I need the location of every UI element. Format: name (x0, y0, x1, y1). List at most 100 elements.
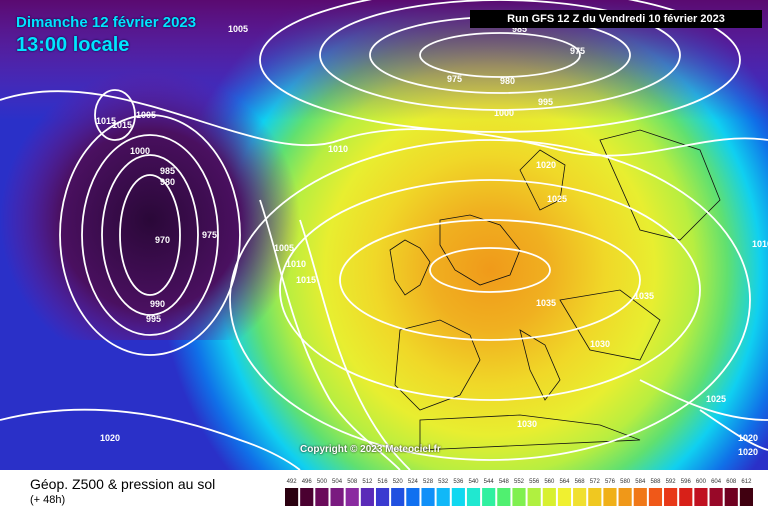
isobar-label: 985 (512, 24, 527, 34)
run-banner: Run GFS 12 Z du Vendredi 10 février 2023 (470, 10, 762, 28)
isobar-label: 1020 (738, 447, 758, 457)
isobar-label: 1010 (286, 259, 306, 269)
copyright: Copyright © 2023 Meteociel.fr (300, 444, 441, 455)
legend-swatch (375, 488, 390, 506)
isobar-label: 995 (538, 97, 553, 107)
legend-swatch (557, 488, 572, 506)
isobar-labels: 1005 985 975 975 980 995 1000 1015 1015 … (96, 24, 768, 457)
legend-swatch (285, 488, 299, 506)
legend-tick-label: 592 (666, 479, 677, 485)
legend-tick-label: 516 (378, 479, 389, 485)
legend-tick-label: 504 (332, 479, 343, 485)
legend-swatch (573, 488, 587, 506)
legend-tick-label: 584 (635, 479, 646, 485)
isobar-label: 1000 (494, 108, 514, 118)
legend-tick-label: 512 (362, 479, 373, 485)
isobar-label: 1010 (752, 239, 768, 249)
isobar-label: 980 (500, 76, 515, 86)
legend-swatch (330, 488, 344, 506)
legend-swatch (406, 488, 420, 506)
legend-tick-label: 496 (302, 479, 313, 485)
isobar-label: 1025 (547, 194, 567, 204)
legend-swatch (633, 488, 647, 506)
legend-tick-label: 580 (620, 479, 631, 485)
legend-swatch (512, 488, 526, 506)
legend-swatch (648, 488, 663, 506)
legend-tick-label: 528 (423, 479, 434, 485)
legend-tick-label: 508 (347, 479, 358, 485)
legend-swatch (739, 488, 753, 506)
isobar-label: 980 (160, 177, 175, 187)
isobar-label: 1015 (112, 120, 132, 130)
isobar-label: 1005 (136, 110, 156, 120)
isobar-label: 985 (160, 166, 175, 176)
legend-swatch (497, 488, 511, 506)
isobar-label: 1020 (738, 433, 758, 443)
legend-swatch (421, 488, 435, 506)
legend-tick-label: 588 (650, 479, 661, 485)
legend-swatch (300, 488, 314, 506)
chart-title: Géop. Z500 & pression au sol (30, 476, 216, 492)
legend-swatch (542, 488, 556, 506)
legend-tick-label: 520 (393, 479, 404, 485)
legend-swatch (603, 488, 617, 506)
isobar-label: 1020 (536, 160, 556, 170)
legend-swatch (724, 488, 738, 506)
isobar-label: 1035 (536, 298, 556, 308)
isobar-label: 1000 (130, 146, 150, 156)
isobar-label: 1035 (634, 291, 654, 301)
legend-swatch (618, 488, 632, 506)
legend-tick-label: 572 (590, 479, 601, 485)
legend-tick-label: 560 (544, 479, 555, 485)
isobar-label: 975 (202, 230, 217, 240)
legend-swatch (709, 488, 723, 506)
legend-swatch (345, 488, 359, 506)
isobar-label: 975 (447, 74, 462, 84)
isobar-label: 1015 (96, 116, 116, 126)
isobar-label: 1025 (706, 394, 726, 404)
legend-ticks: 492 496 500 504 508 512 516 520 524 528 532 536 540 5… (287, 479, 753, 485)
isobar-label: 995 (146, 314, 161, 324)
legend-tick-label: 568 (575, 479, 586, 485)
legend-swatch (451, 488, 465, 506)
legend-tick-label: 552 (514, 479, 525, 485)
legend-swatch (466, 488, 481, 506)
map-canvas: 1005 985 975 975 980 995 1000 1015 1015 … (0, 0, 768, 470)
isobar-label: 1020 (100, 433, 120, 443)
isobar-label: 1030 (590, 339, 610, 349)
legend-tick-label: 548 (499, 479, 510, 485)
forecast-date: Dimanche 12 février 2023 (16, 14, 197, 31)
legend-swatch (527, 488, 541, 506)
isobar-label: 970 (155, 235, 170, 245)
legend-swatch (315, 488, 329, 506)
legend-swatch (391, 488, 405, 506)
isobar-label: 1005 (228, 24, 248, 34)
legend-tick-label: 540 (469, 479, 480, 485)
isobar-label: 990 (150, 299, 165, 309)
legend-tick-label: 564 (559, 479, 570, 485)
z500-low-core (0, 60, 320, 340)
legend-tick-label: 604 (711, 479, 722, 485)
legend-swatch (679, 488, 693, 506)
isobar-label: 1030 (517, 419, 537, 429)
legend-swatch (694, 488, 708, 506)
color-legend: 492 496 500 504 508 512 516 520 524 528 532 536 540 5… (285, 479, 753, 506)
legend-tick-label: 608 (726, 479, 737, 485)
forecast-offset: (+ 48h) (30, 494, 66, 506)
legend-tick-label: 536 (453, 479, 464, 485)
legend-tick-label: 612 (741, 479, 752, 485)
legend-tick-label: 500 (317, 479, 328, 485)
legend-swatch (664, 488, 678, 506)
forecast-time: 13:00 locale (16, 34, 130, 56)
legend-swatch (436, 488, 450, 506)
legend-tick-label: 576 (605, 479, 616, 485)
legend-tick-label: 556 (529, 479, 540, 485)
legend-swatch (360, 488, 374, 506)
isobar-label: 1015 (296, 275, 316, 285)
coastlines (389, 129, 721, 451)
legend-tick-label: 492 (287, 479, 298, 485)
legend-tick-label: 524 (408, 479, 419, 485)
legend-tick-label: 544 (484, 479, 495, 485)
legend-swatch (588, 488, 602, 506)
